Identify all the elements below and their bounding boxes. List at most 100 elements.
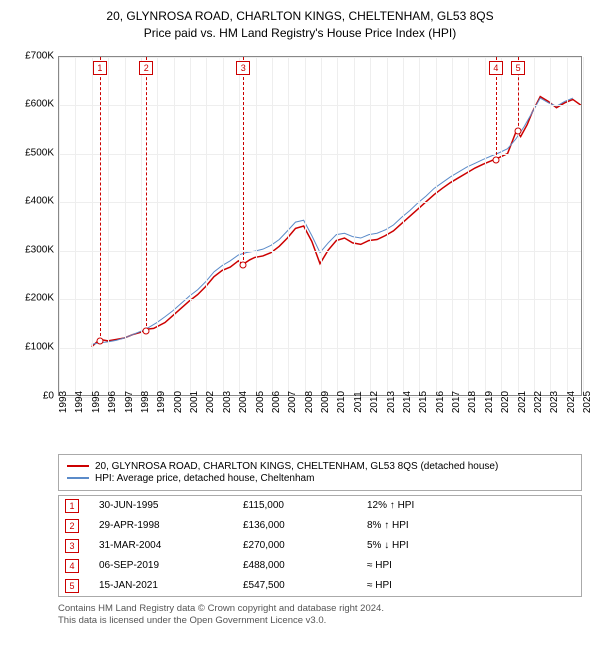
gridline-v xyxy=(403,57,404,395)
gridline-v xyxy=(174,57,175,395)
gridline-h xyxy=(59,202,581,203)
legend-swatch xyxy=(67,477,89,479)
gridline-v xyxy=(92,57,93,395)
gridline-v xyxy=(125,57,126,395)
y-tick-label: £200K xyxy=(8,293,54,304)
chart-container: £0 £100K £200K £300K £400K £500K £600K £700K 1 2… xyxy=(8,48,592,448)
gridline-h xyxy=(59,251,581,252)
transaction-date: 31-MAR-2004 xyxy=(99,540,239,551)
marker-line xyxy=(146,57,147,331)
transaction-hpi: 12% ↑ HPI xyxy=(367,500,507,511)
marker-label: 1 xyxy=(93,61,107,75)
gridline-v xyxy=(550,57,551,395)
transaction-price: £136,000 xyxy=(243,520,363,531)
gridline-v xyxy=(59,57,60,395)
transaction-hpi: 8% ↑ HPI xyxy=(367,520,507,531)
x-tick-label: 2025 xyxy=(582,390,600,412)
transaction-hpi: 5% ↓ HPI xyxy=(367,540,507,551)
gridline-h xyxy=(59,348,581,349)
y-tick-label: £600K xyxy=(8,99,54,110)
chart-title-block: 20, GLYNROSA ROAD, CHARLTON KINGS, CHELT… xyxy=(8,8,592,42)
y-tick-label: £100K xyxy=(8,342,54,353)
transaction-row: 5 15-JAN-2021 £547,500 ≈ HPI xyxy=(59,576,581,596)
gridline-v xyxy=(370,57,371,395)
marker-dot xyxy=(515,127,522,134)
legend-swatch xyxy=(67,465,89,467)
footer-attribution: Contains HM Land Registry data © Crown c… xyxy=(58,603,582,628)
gridline-v xyxy=(190,57,191,395)
gridline-v xyxy=(108,57,109,395)
gridline-v xyxy=(272,57,273,395)
transaction-row: 2 29-APR-1998 £136,000 8% ↑ HPI xyxy=(59,516,581,536)
gridline-v xyxy=(141,57,142,395)
legend-box: 20, GLYNROSA ROAD, CHARLTON KINGS, CHELT… xyxy=(58,454,582,491)
legend-label: HPI: Average price, detached house, Chel… xyxy=(95,473,314,484)
gridline-v xyxy=(485,57,486,395)
gridline-v xyxy=(157,57,158,395)
transaction-date: 30-JUN-1995 xyxy=(99,500,239,511)
y-tick-label: £700K xyxy=(8,50,54,61)
marker-label: 5 xyxy=(511,61,525,75)
transaction-date: 15-JAN-2021 xyxy=(99,580,239,591)
gridline-h xyxy=(59,57,581,58)
chart-plot-area: 1 2 3 45 xyxy=(58,56,582,396)
gridline-v xyxy=(534,57,535,395)
series-property xyxy=(92,96,581,346)
transaction-date: 29-APR-1998 xyxy=(99,520,239,531)
transaction-hpi: ≈ HPI xyxy=(367,580,507,591)
marker-dot xyxy=(143,327,150,334)
gridline-v xyxy=(468,57,469,395)
gridline-v xyxy=(387,57,388,395)
gridline-v xyxy=(321,57,322,395)
transaction-price: £488,000 xyxy=(243,560,363,571)
marker-label: 4 xyxy=(489,61,503,75)
marker-dot xyxy=(492,156,499,163)
transaction-marker: 4 xyxy=(65,559,79,573)
chart-svg xyxy=(59,57,581,395)
marker-dot xyxy=(96,337,103,344)
gridline-v xyxy=(337,57,338,395)
transactions-table: 130-JUN-1995£115,00012% ↑ HPI229-APR-199… xyxy=(58,495,582,597)
transaction-hpi: ≈ HPI xyxy=(367,560,507,571)
transaction-row: 4 06-SEP-2019 £488,000 ≈ HPI xyxy=(59,556,581,576)
transaction-marker: 2 xyxy=(65,519,79,533)
gridline-v xyxy=(583,57,584,395)
y-tick-label: £300K xyxy=(8,244,54,255)
title-line-1: 20, GLYNROSA ROAD, CHARLTON KINGS, CHELT… xyxy=(8,8,592,25)
transaction-marker: 3 xyxy=(65,539,79,553)
gridline-v xyxy=(436,57,437,395)
transaction-row: 3 31-MAR-2004 £270,000 5% ↓ HPI xyxy=(59,536,581,556)
gridline-v xyxy=(256,57,257,395)
marker-label: 2 xyxy=(139,61,153,75)
gridline-h xyxy=(59,154,581,155)
transaction-price: £547,500 xyxy=(243,580,363,591)
gridline-v xyxy=(75,57,76,395)
marker-line xyxy=(243,57,244,266)
marker-label: 3 xyxy=(236,61,250,75)
transaction-marker: 1 xyxy=(65,499,79,513)
transaction-price: £270,000 xyxy=(243,540,363,551)
legend-item: HPI: Average price, detached house, Chel… xyxy=(67,473,573,484)
legend-item: 20, GLYNROSA ROAD, CHARLTON KINGS, CHELT… xyxy=(67,461,573,472)
footer-line-2: This data is licensed under the Open Gov… xyxy=(58,615,582,627)
transaction-row: 130-JUN-1995£115,00012% ↑ HPI xyxy=(59,496,581,516)
y-tick-label: £400K xyxy=(8,196,54,207)
gridline-h xyxy=(59,299,581,300)
gridline-v xyxy=(223,57,224,395)
y-tick-label: £500K xyxy=(8,147,54,158)
title-line-2: Price paid vs. HM Land Registry's House … xyxy=(8,25,592,42)
gridline-h xyxy=(59,105,581,106)
gridline-v xyxy=(501,57,502,395)
transaction-marker: 5 xyxy=(65,579,79,593)
legend-label: 20, GLYNROSA ROAD, CHARLTON KINGS, CHELT… xyxy=(95,461,498,472)
marker-line xyxy=(100,57,101,341)
gridline-v xyxy=(305,57,306,395)
gridline-v xyxy=(354,57,355,395)
gridline-v xyxy=(206,57,207,395)
y-tick-label: £0 xyxy=(8,390,54,401)
gridline-v xyxy=(452,57,453,395)
transaction-date: 06-SEP-2019 xyxy=(99,560,239,571)
gridline-v xyxy=(288,57,289,395)
marker-dot xyxy=(240,262,247,269)
gridline-v xyxy=(239,57,240,395)
